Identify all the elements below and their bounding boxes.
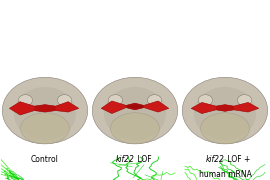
Ellipse shape xyxy=(147,95,162,106)
Ellipse shape xyxy=(201,113,249,144)
Ellipse shape xyxy=(108,95,123,106)
Polygon shape xyxy=(101,101,169,114)
Text: Control: Control xyxy=(31,155,59,164)
Ellipse shape xyxy=(182,77,268,144)
Ellipse shape xyxy=(194,87,256,140)
Text: kif22: kif22 xyxy=(116,155,135,164)
Ellipse shape xyxy=(110,113,160,144)
Polygon shape xyxy=(216,105,234,111)
Text: human mRNA: human mRNA xyxy=(198,170,251,179)
Polygon shape xyxy=(126,103,144,110)
Polygon shape xyxy=(191,102,259,114)
Ellipse shape xyxy=(198,95,212,106)
Ellipse shape xyxy=(14,87,76,140)
Polygon shape xyxy=(9,102,79,115)
Ellipse shape xyxy=(127,105,143,108)
Text: LOF +: LOF + xyxy=(225,155,250,164)
Polygon shape xyxy=(34,105,56,112)
Ellipse shape xyxy=(104,87,166,140)
Text: kif22: kif22 xyxy=(206,155,225,164)
Ellipse shape xyxy=(237,95,252,106)
Ellipse shape xyxy=(58,95,72,106)
Ellipse shape xyxy=(92,77,178,144)
Ellipse shape xyxy=(21,113,69,144)
Text: LOF: LOF xyxy=(135,155,152,164)
Ellipse shape xyxy=(2,77,88,144)
Ellipse shape xyxy=(18,95,33,106)
